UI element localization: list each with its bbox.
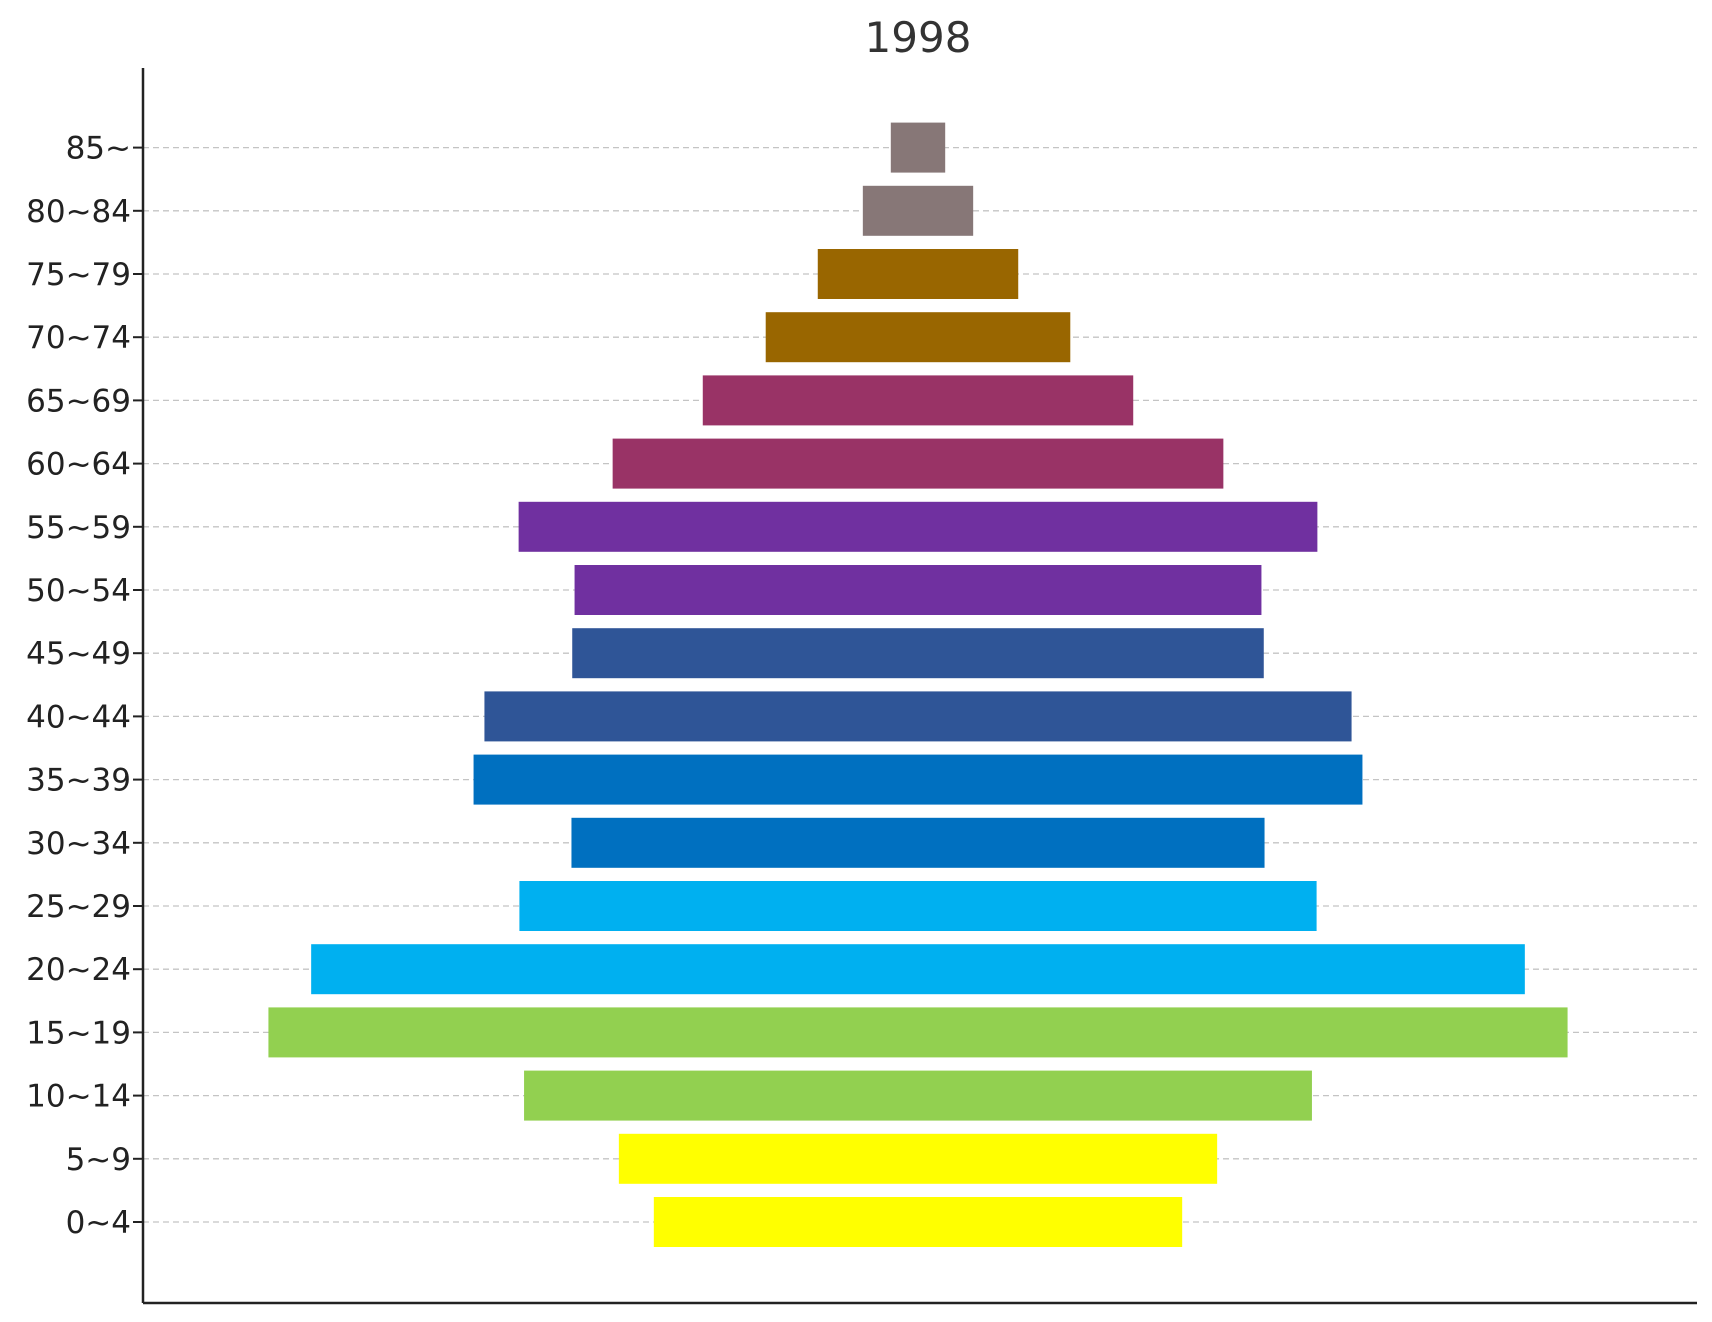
y-tick-label-60-to-64: 60~64 bbox=[26, 447, 131, 483]
y-tick-label-0-to-4: 0~4 bbox=[66, 1205, 131, 1241]
bar-85-plus bbox=[890, 122, 946, 173]
bar-15-to-19 bbox=[268, 1007, 1568, 1058]
gridlines bbox=[143, 146, 1697, 1223]
y-tick-label-85-plus: 85~ bbox=[66, 131, 131, 167]
y-tick-label-70-to-74: 70~74 bbox=[26, 320, 131, 356]
bar-75-to-79 bbox=[817, 249, 1019, 299]
bar-25-to-29 bbox=[519, 881, 1317, 931]
bar-5-to-9 bbox=[618, 1133, 1218, 1184]
bar-60-to-64 bbox=[612, 438, 1224, 489]
y-tick-label-75-to-79: 75~79 bbox=[26, 257, 131, 293]
y-tick-label-80-to-84: 80~84 bbox=[26, 194, 131, 230]
bar-70-to-74 bbox=[765, 312, 1071, 363]
y-tick-label-50-to-54: 50~54 bbox=[26, 573, 131, 609]
bars bbox=[268, 122, 1568, 1247]
chart-title: 1998 bbox=[865, 13, 972, 62]
bar-45-to-49 bbox=[572, 628, 1264, 679]
y-tick-label-10-to-14: 10~14 bbox=[26, 1079, 131, 1115]
y-tick-label-20-to-24: 20~24 bbox=[26, 952, 131, 988]
y-tick-label-5-to-9: 5~9 bbox=[66, 1142, 131, 1178]
y-tick-label-25-to-29: 25~29 bbox=[26, 889, 131, 925]
bar-55-to-59 bbox=[518, 501, 1318, 552]
y-tick-label-30-to-34: 30~34 bbox=[26, 826, 131, 862]
bar-80-to-84 bbox=[862, 185, 974, 236]
bar-35-to-39 bbox=[473, 754, 1363, 805]
bar-40-to-44 bbox=[484, 691, 1352, 742]
y-tick-label-55-to-59: 55~59 bbox=[26, 510, 131, 546]
y-tick-label-15-to-19: 15~19 bbox=[26, 1015, 131, 1051]
bar-65-to-69 bbox=[702, 375, 1134, 426]
bar-50-to-54 bbox=[574, 565, 1262, 615]
y-tick-label-35-to-39: 35~39 bbox=[26, 763, 131, 799]
bar-10-to-14 bbox=[524, 1070, 1312, 1121]
bar-0-to-4 bbox=[653, 1197, 1183, 1247]
bar-20-to-24 bbox=[311, 944, 1525, 995]
y-tick-label-40-to-44: 40~44 bbox=[26, 699, 131, 735]
y-tick-labels: 0~4 5~9 10~14 15~19 20~24 25~29 30~34 35~39 40~4… bbox=[26, 131, 143, 1241]
y-tick-label-65-to-69: 65~69 bbox=[26, 383, 131, 419]
bar-30-to-34 bbox=[571, 817, 1265, 868]
y-tick-label-45-to-49: 45~49 bbox=[26, 636, 131, 672]
